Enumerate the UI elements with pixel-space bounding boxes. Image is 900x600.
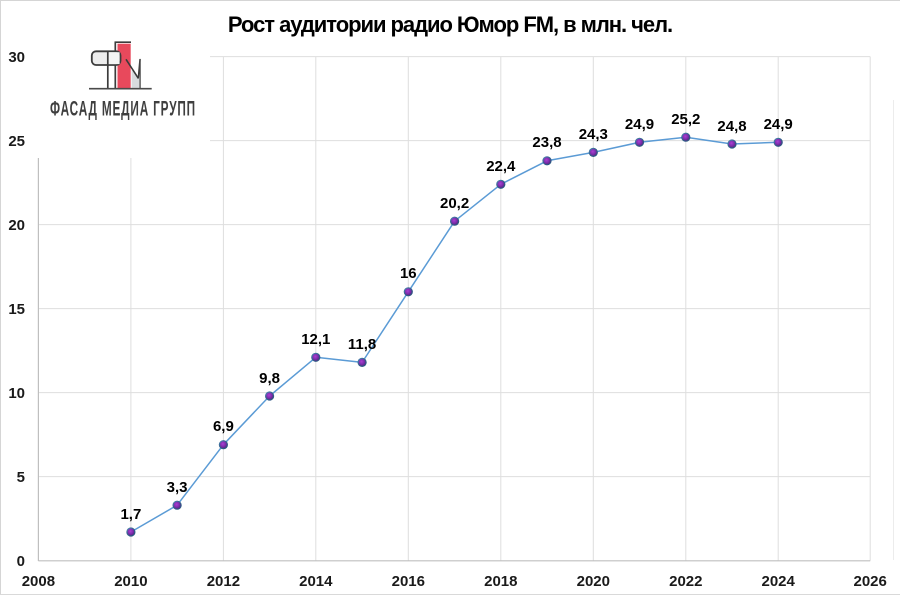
svg-text:ФАСАД МЕДИА ГРУПП: ФАСАД МЕДИА ГРУПП: [50, 97, 196, 120]
